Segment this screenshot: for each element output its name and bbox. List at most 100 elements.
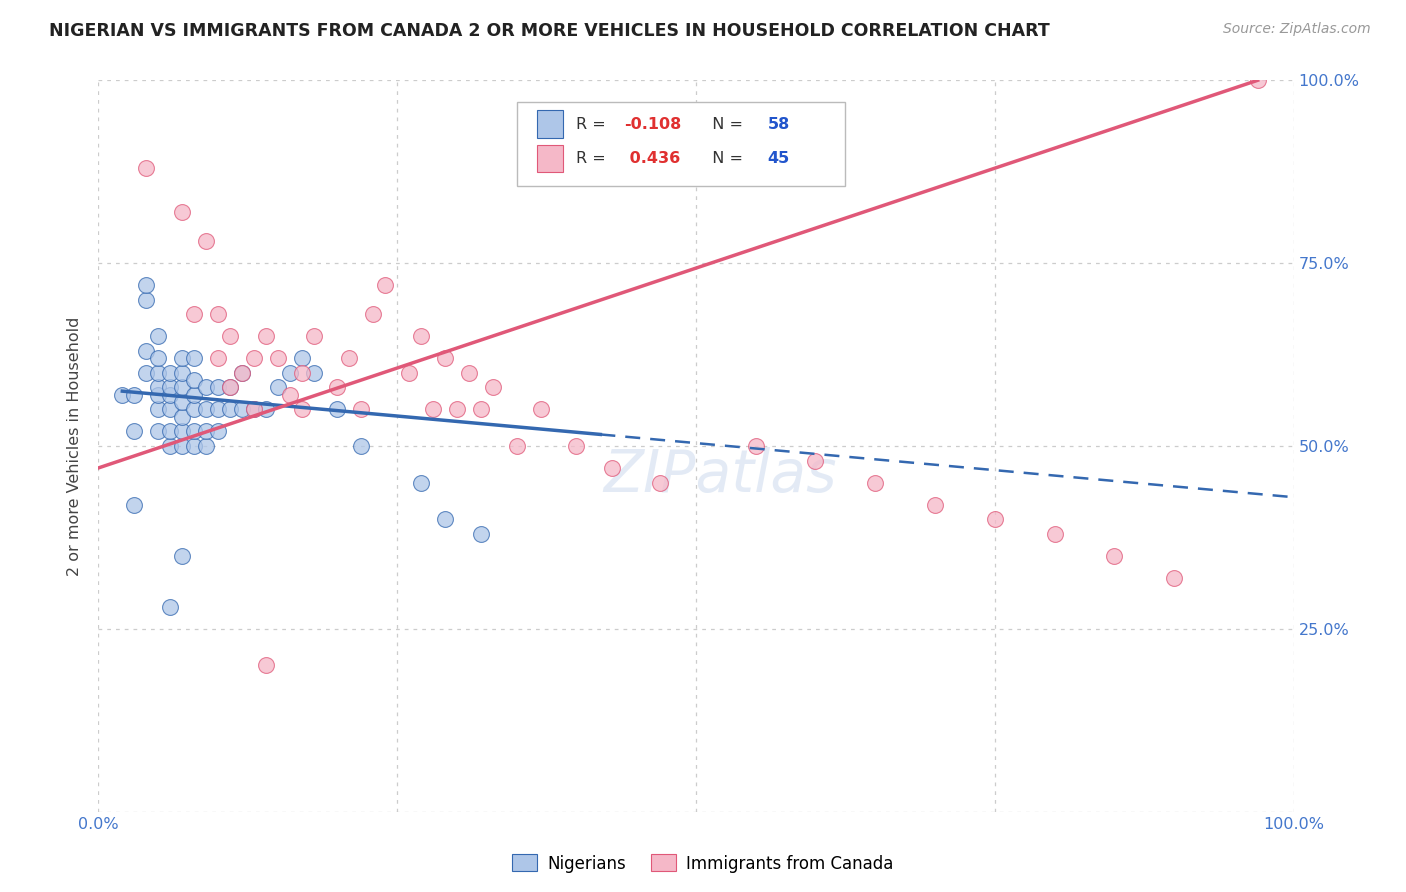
- Text: Source: ZipAtlas.com: Source: ZipAtlas.com: [1223, 22, 1371, 37]
- Text: 58: 58: [768, 117, 790, 132]
- Point: [124, 425, 146, 439]
- Point: [565, 439, 588, 453]
- Point: [183, 439, 205, 453]
- Point: [195, 380, 218, 394]
- Text: ZIPatlas: ZIPatlas: [603, 447, 837, 504]
- Point: [148, 425, 170, 439]
- Point: [219, 329, 242, 343]
- Point: [207, 380, 229, 394]
- Point: [159, 439, 181, 453]
- Point: [172, 380, 194, 394]
- Point: [254, 402, 277, 417]
- Point: [183, 402, 205, 417]
- Point: [183, 351, 205, 366]
- Point: [172, 395, 194, 409]
- Point: [135, 343, 157, 358]
- Point: [148, 380, 170, 394]
- Point: [195, 425, 218, 439]
- Y-axis label: 2 or more Vehicles in Household: 2 or more Vehicles in Household: [67, 317, 83, 575]
- Point: [195, 402, 218, 417]
- Point: [183, 373, 205, 387]
- Point: [506, 439, 529, 453]
- Text: N =: N =: [702, 117, 748, 132]
- Point: [1247, 73, 1270, 87]
- Point: [267, 380, 290, 394]
- Point: [183, 388, 205, 402]
- Bar: [537, 145, 564, 172]
- Point: [411, 475, 433, 490]
- Point: [1163, 571, 1185, 585]
- Point: [411, 329, 433, 343]
- Point: [470, 526, 492, 541]
- Point: [172, 425, 194, 439]
- Point: [195, 439, 218, 453]
- Point: [148, 402, 170, 417]
- Text: N =: N =: [702, 151, 748, 166]
- Point: [219, 402, 242, 417]
- Point: [339, 351, 361, 366]
- Point: [135, 366, 157, 380]
- Point: [434, 512, 457, 526]
- Point: [924, 498, 946, 512]
- Point: [172, 205, 194, 219]
- Point: [648, 475, 672, 490]
- Point: [446, 402, 468, 417]
- Point: [231, 366, 253, 380]
- Point: [219, 380, 242, 394]
- Point: [458, 366, 481, 380]
- Text: 0.436: 0.436: [624, 151, 681, 166]
- Point: [865, 475, 887, 490]
- Point: [124, 498, 146, 512]
- Point: [1043, 526, 1066, 541]
- Point: [231, 366, 253, 380]
- Point: [172, 351, 194, 366]
- FancyBboxPatch shape: [517, 103, 845, 186]
- Point: [291, 402, 314, 417]
- Legend: Nigerians, Immigrants from Canada: Nigerians, Immigrants from Canada: [506, 847, 900, 880]
- Point: [350, 439, 373, 453]
- Point: [1104, 549, 1126, 563]
- Point: [159, 388, 181, 402]
- Point: [195, 234, 218, 248]
- Point: [254, 658, 277, 673]
- Point: [267, 351, 290, 366]
- Point: [278, 366, 301, 380]
- Point: [148, 388, 170, 402]
- Point: [148, 329, 170, 343]
- Point: [398, 366, 420, 380]
- Point: [111, 388, 134, 402]
- Point: [302, 329, 325, 343]
- Point: [422, 402, 444, 417]
- Point: [183, 307, 205, 321]
- Point: [159, 380, 181, 394]
- Point: [207, 425, 229, 439]
- Point: [231, 402, 253, 417]
- Text: R =: R =: [576, 117, 612, 132]
- Point: [602, 461, 624, 475]
- Point: [148, 366, 170, 380]
- Point: [207, 402, 229, 417]
- Point: [172, 439, 194, 453]
- Point: [350, 402, 373, 417]
- Point: [278, 388, 301, 402]
- Point: [481, 380, 505, 394]
- Text: -0.108: -0.108: [624, 117, 682, 132]
- Bar: [537, 111, 564, 138]
- Point: [243, 402, 266, 417]
- Point: [302, 366, 325, 380]
- Point: [124, 388, 146, 402]
- Point: [172, 549, 194, 563]
- Text: 45: 45: [768, 151, 790, 166]
- Point: [254, 329, 277, 343]
- Point: [374, 278, 396, 293]
- Point: [326, 380, 349, 394]
- Point: [135, 293, 157, 307]
- Point: [804, 453, 827, 467]
- Point: [291, 366, 314, 380]
- Point: [984, 512, 1007, 526]
- Point: [172, 409, 194, 424]
- Point: [135, 278, 157, 293]
- Text: NIGERIAN VS IMMIGRANTS FROM CANADA 2 OR MORE VEHICLES IN HOUSEHOLD CORRELATION C: NIGERIAN VS IMMIGRANTS FROM CANADA 2 OR …: [49, 22, 1050, 40]
- Point: [183, 425, 205, 439]
- Point: [470, 402, 492, 417]
